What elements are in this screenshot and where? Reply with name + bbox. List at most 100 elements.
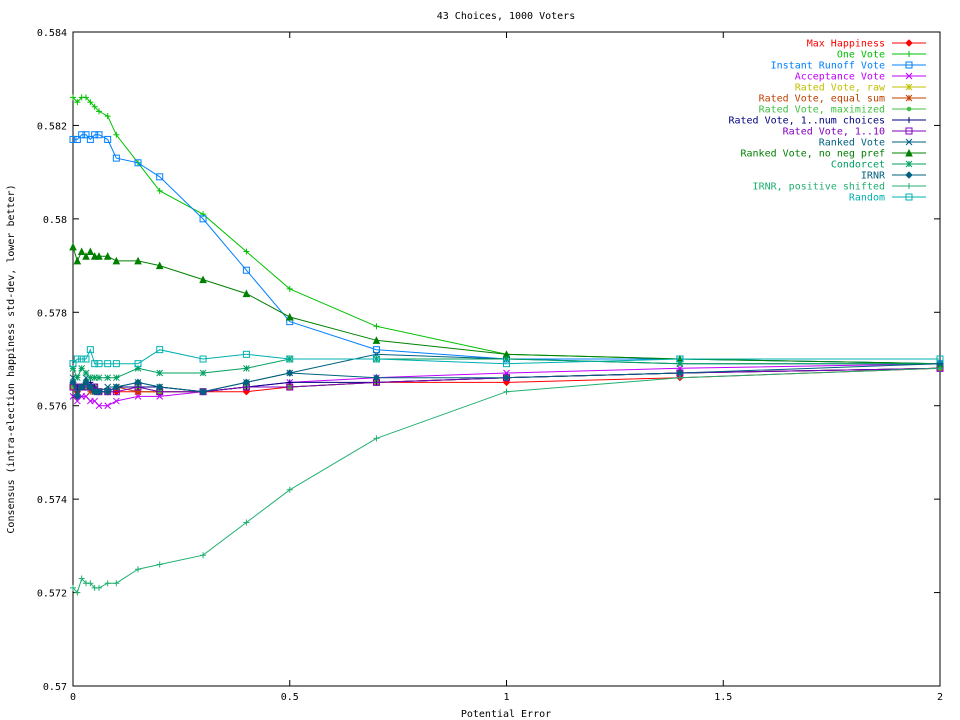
data-point [95,387,103,396]
data-point [87,99,94,106]
data-point [103,252,112,260]
data-point [73,355,81,363]
data-point [104,402,112,410]
data-point [134,360,142,368]
data-point [104,383,112,391]
data-point [73,374,81,382]
data-point [373,323,380,330]
legend-marker [906,183,912,189]
data-point [87,580,94,587]
legend-marker [905,39,913,47]
data-point [502,373,511,382]
data-point [286,355,294,363]
series-line [72,367,941,594]
data-point [134,388,142,396]
data-point [91,374,99,382]
data-point [676,355,684,363]
legend-entry: Max Happiness [807,39,926,50]
data-point [95,402,103,410]
data-point [243,248,250,255]
data-point [82,369,90,377]
y-tick-label: 0.576 [37,402,67,413]
series-line [72,246,941,365]
series-2 [69,131,944,368]
y-tick-label: 0.578 [37,308,67,319]
legend-label: Condorcet [831,160,885,171]
legend-label: Rated Vote, 1..10 [783,127,885,138]
data-point [200,552,207,559]
data-point [103,387,112,396]
legend-marker [905,160,913,168]
legend-entry: Acceptance Vote [795,72,926,83]
data-point [91,131,99,139]
data-point [69,378,77,387]
data-point [286,383,294,391]
data-point [91,360,99,368]
legend-label: IRNR, positive shifted [753,182,885,193]
data-point [503,388,510,395]
data-point [199,275,207,284]
data-point [199,215,207,223]
data-point [286,369,294,377]
legend-marker [905,148,913,157]
data-point [82,131,90,139]
data-point [82,355,90,363]
data-point [503,355,510,363]
data-point [77,247,86,256]
legend-entry: Ranked Vote [819,138,926,149]
data-point [503,360,510,368]
data-point [373,435,380,442]
data-point [286,486,293,493]
legend-label: Rated Vote, maximized [759,105,885,116]
data-point [104,374,112,382]
y-tick-label: 0.584 [37,28,67,39]
data-point [95,131,103,139]
data-point [112,256,121,265]
data-point [104,113,111,120]
y-tick-label: 0.574 [37,495,67,506]
data-point [95,252,103,260]
data-point [937,365,943,372]
data-point [372,355,380,363]
data-point [96,584,103,591]
legend-label: One Vote [837,50,885,61]
data-point [134,364,142,372]
data-point [372,373,381,382]
data-point [242,266,250,274]
data-point [243,519,250,526]
data-point [78,575,85,582]
data-point [134,378,142,387]
data-point [156,561,163,568]
data-point [83,94,90,101]
legend-label: IRNR [861,171,886,182]
legend-label: Instant Runoff Vote [771,61,885,72]
legend-label: Ranked Vote [819,138,885,149]
data-point [82,252,90,260]
data-point [86,374,94,382]
data-point [155,383,164,391]
data-point [86,383,95,391]
legend-label: Rated Vote, equal sum [759,94,885,105]
data-point [78,355,86,363]
legend-entry: Rated Vote, equal sum [759,94,926,105]
data-point [86,388,94,396]
series-13 [70,365,943,596]
legend-marker [905,61,913,69]
data-point [74,99,81,106]
data-point [86,135,94,143]
x-tick-label: 0.5 [281,692,299,703]
legend-marker [905,94,913,102]
legend-entry: Rated Vote, maximized [759,105,926,116]
series-line [73,134,941,365]
series-line [72,348,940,365]
data-point [112,374,120,382]
data-point [69,364,77,372]
data-point [156,187,163,194]
data-point [134,256,142,265]
legend-marker [905,127,913,135]
legend-entry: IRNR, positive shifted [753,182,926,193]
legend-label: Max Happiness [807,39,885,50]
legend-label: Acceptance Vote [795,72,885,83]
data-point [286,285,293,292]
